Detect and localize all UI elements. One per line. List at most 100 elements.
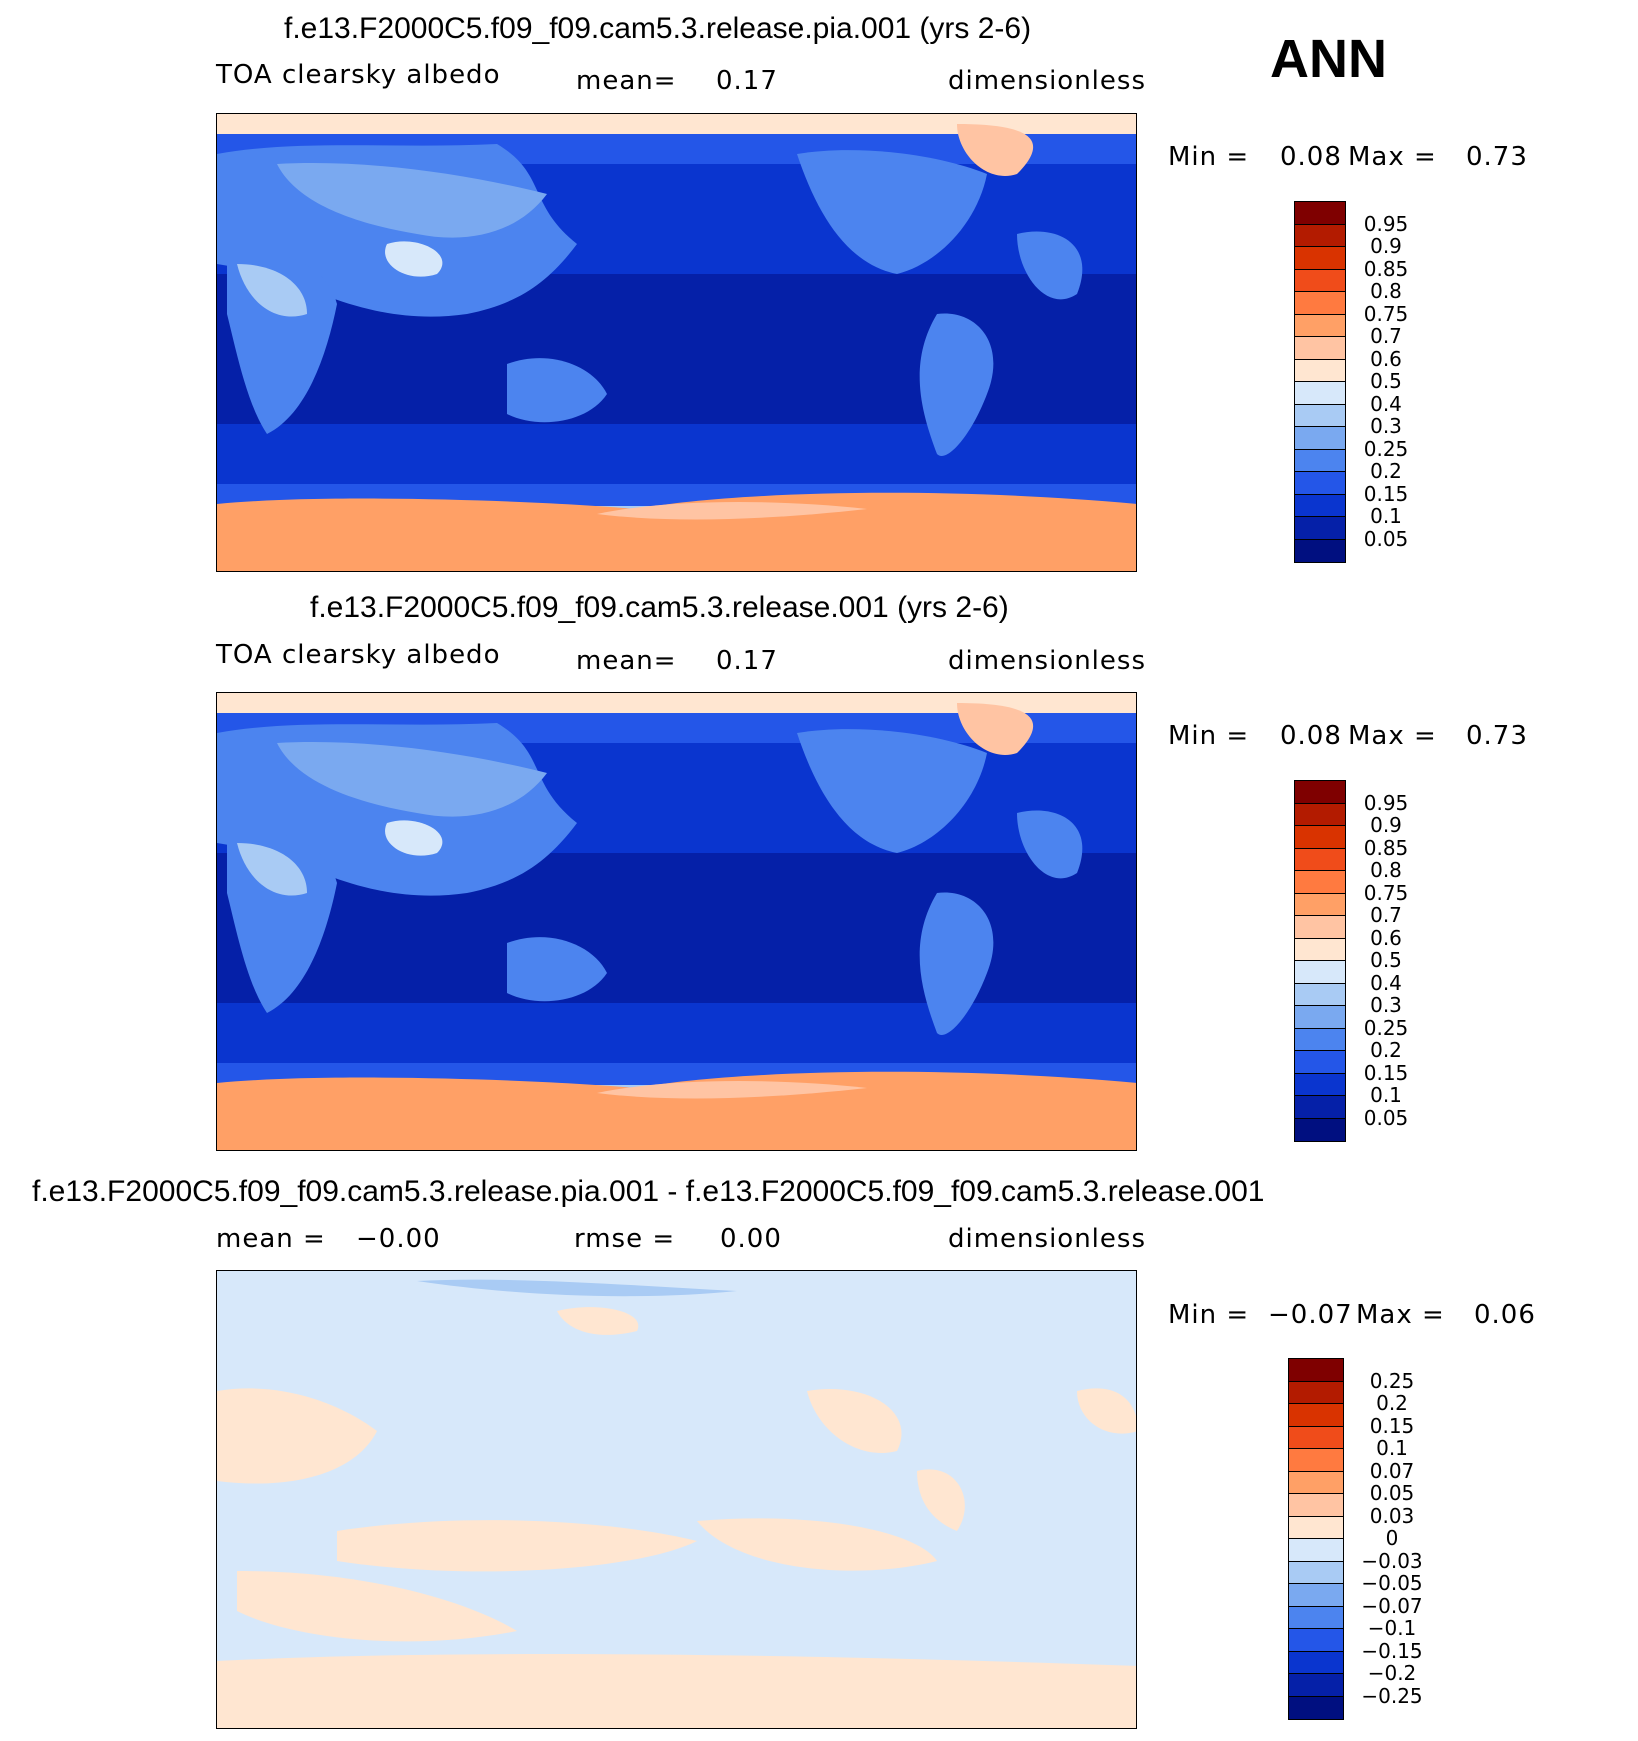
colorbar-tick-label: 0.15 <box>1363 481 1409 506</box>
colorbar-cell <box>1295 202 1345 225</box>
colorbar-tick-label: 0.1 <box>1370 504 1402 528</box>
panel-1-title: f.e13.F2000C5.f09_f09.cam5.3.release.pia… <box>284 12 1032 45</box>
colorbar-tick-label: −0.03 <box>1361 1548 1423 1573</box>
colorbar-cell <box>1295 494 1345 517</box>
colorbar-cell <box>1295 1073 1345 1096</box>
colorbar-cell <box>1289 1561 1343 1584</box>
colorbar-tick-label: 0.8 <box>1370 858 1402 882</box>
colorbar-cell <box>1295 247 1345 270</box>
panel-3-mean-value: −0.00 <box>356 1224 441 1254</box>
panel-2-title: f.e13.F2000C5.f09_f09.cam5.3.release.001… <box>310 591 1009 624</box>
colorbar-tick-label: 0.2 <box>1376 1391 1408 1415</box>
colorbar-tick-label: 0.05 <box>1369 1481 1415 1505</box>
colorbar-cell <box>1289 1426 1343 1449</box>
colorbar-cell <box>1289 1606 1343 1629</box>
panel-2-min-label: Min = <box>1168 721 1250 751</box>
colorbar-tick-label: 0.5 <box>1370 948 1402 972</box>
colorbar-cell <box>1295 269 1345 292</box>
colorbar-cell <box>1295 539 1345 562</box>
colorbar-tick-label: 0.1 <box>1370 1083 1402 1107</box>
panel-1-min-label: Min = <box>1168 142 1250 172</box>
colorbar-tick-label: −0.1 <box>1367 1616 1417 1640</box>
colorbar-cell <box>1289 1629 1343 1652</box>
colorbar-tick-label: −0.25 <box>1361 1683 1423 1708</box>
colorbar-tick-label: 0.75 <box>1363 301 1409 326</box>
colorbar-cell <box>1289 1494 1343 1517</box>
colorbar-cell <box>1289 1584 1343 1607</box>
colorbar-cell <box>1295 517 1345 540</box>
colorbar-tick-label: 0.7 <box>1370 903 1402 927</box>
colorbar-tick-label: 0.8 <box>1370 279 1402 303</box>
colorbar-cell <box>1295 781 1345 804</box>
colorbar-tick-label: 0.05 <box>1363 1105 1409 1130</box>
panel-3-units: dimensionless <box>948 1224 1146 1254</box>
panel-1-max-value: 0.73 <box>1466 142 1528 172</box>
colorbar-tick-label: −0.05 <box>1361 1571 1423 1595</box>
colorbar-cell <box>1295 871 1345 894</box>
colorbar-tick-label: 0.7 <box>1370 324 1402 348</box>
colorbar-tick-label: 0.25 <box>1369 1368 1415 1393</box>
colorbar-tick-label: 0.5 <box>1370 369 1402 393</box>
panel-1-min-value: 0.08 <box>1280 142 1342 172</box>
colorbar-tick-label: 0.2 <box>1370 1038 1402 1062</box>
colorbar-cell <box>1295 382 1345 405</box>
panel-3-map <box>216 1270 1137 1729</box>
panel-3-max-label: Max = <box>1356 1300 1445 1330</box>
colorbar-tick-label: −0.07 <box>1361 1593 1423 1618</box>
colorbar-cell <box>1295 404 1345 427</box>
colorbar-tick-label: −0.15 <box>1361 1638 1423 1663</box>
colorbar-cell <box>1289 1381 1343 1404</box>
panel-2-map <box>216 692 1137 1151</box>
panel-1-max-label: Max = <box>1348 142 1437 172</box>
colorbar-tick-label: 0.3 <box>1370 414 1402 438</box>
colorbar-cell <box>1289 1696 1343 1719</box>
panel-3-min-value: −0.07 <box>1268 1300 1353 1330</box>
panel-2-max-value: 0.73 <box>1466 721 1528 751</box>
colorbar-tick-label: 0.15 <box>1363 1060 1409 1085</box>
colorbar-cell <box>1295 893 1345 916</box>
colorbar-cell <box>1295 337 1345 360</box>
panel-2-units: dimensionless <box>948 646 1146 676</box>
colorbar-cell <box>1295 472 1345 495</box>
colorbar-cell <box>1289 1516 1343 1539</box>
panel-3-mean-label: mean = <box>216 1224 326 1254</box>
colorbar-cell <box>1295 803 1345 826</box>
colorbar-tick-label: 0 <box>1385 1526 1399 1550</box>
colorbar-cell <box>1289 1449 1343 1472</box>
colorbar-tick-label: 0.25 <box>1363 1015 1409 1040</box>
colorbar-cell <box>1289 1539 1343 1562</box>
colorbar-tick-label: 0.4 <box>1370 391 1402 416</box>
panel-1-colorbar <box>1294 201 1346 563</box>
colorbar-tick-label: 0.03 <box>1369 1503 1415 1528</box>
colorbar-tick-label: 0.3 <box>1370 993 1402 1017</box>
colorbar-tick-label: 0.1 <box>1376 1436 1408 1460</box>
colorbar-cell <box>1295 938 1345 961</box>
panel-3-min-label: Min = <box>1168 1300 1250 1330</box>
colorbar-tick-label: 0.25 <box>1363 436 1409 461</box>
panel-3-colorbar <box>1288 1358 1344 1720</box>
colorbar-cell <box>1295 427 1345 450</box>
colorbar-cell <box>1289 1359 1343 1382</box>
colorbar-tick-label: 0.9 <box>1370 234 1402 258</box>
colorbar-cell <box>1295 1118 1345 1141</box>
colorbar-cell <box>1295 314 1345 337</box>
colorbar-tick-label: 0.4 <box>1370 970 1402 995</box>
colorbar-cell <box>1295 1006 1345 1029</box>
colorbar-cell <box>1295 359 1345 382</box>
panel-3-title: f.e13.F2000C5.f09_f09.cam5.3.release.pia… <box>32 1175 1265 1208</box>
panel-3-rmse-value: 0.00 <box>720 1224 782 1254</box>
colorbar-cell <box>1295 916 1345 939</box>
panel-3-rmse-label: rmse = <box>574 1224 676 1254</box>
colorbar-tick-label: 0.95 <box>1363 790 1409 815</box>
colorbar-cell <box>1295 1096 1345 1119</box>
panel-2-variable: TOA clearsky albedo <box>216 640 501 670</box>
colorbar-tick-label: −0.2 <box>1367 1661 1417 1685</box>
colorbar-tick-label: 0.05 <box>1363 526 1409 551</box>
colorbar-cell <box>1289 1471 1343 1494</box>
colorbar-tick-label: 0.15 <box>1369 1413 1415 1438</box>
colorbar-tick-label: 0.95 <box>1363 211 1409 236</box>
panel-1-units: dimensionless <box>948 66 1146 96</box>
panel-2-max-label: Max = <box>1348 721 1437 751</box>
colorbar-tick-label: 0.85 <box>1363 256 1409 281</box>
colorbar-tick-label: 0.2 <box>1370 459 1402 483</box>
